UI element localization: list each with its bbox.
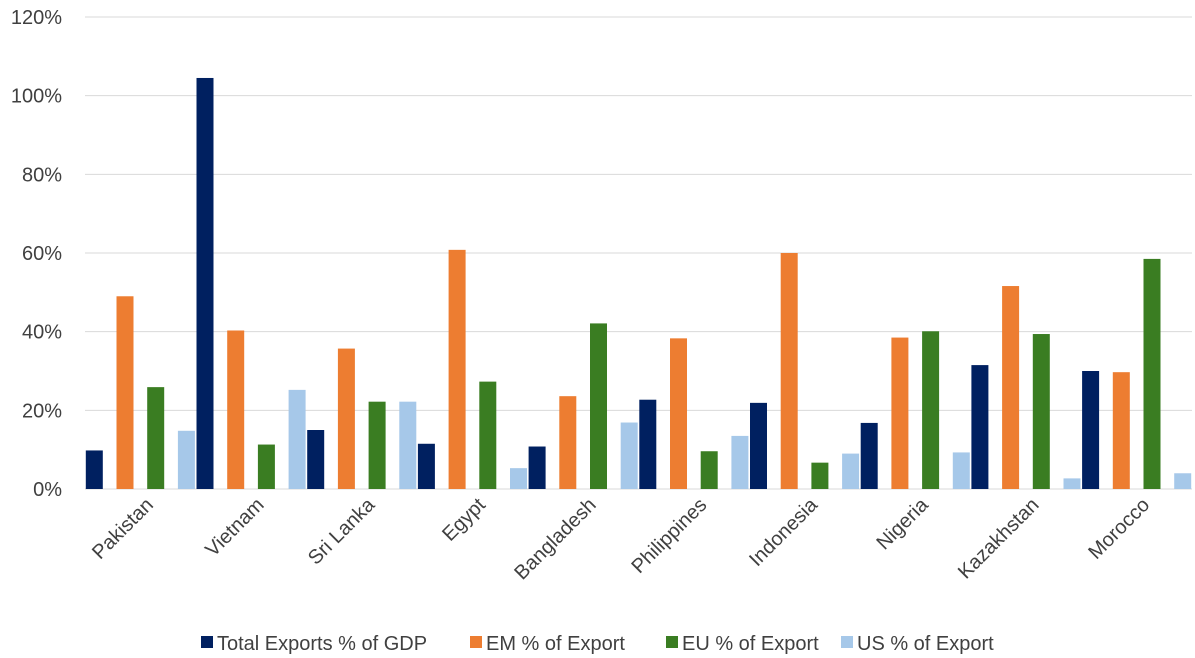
bar-em-of-export-morocco — [1112, 372, 1130, 489]
bar-total-exports-of-gdp-bangladesh — [528, 446, 546, 489]
bar-em-of-export-nigeria — [891, 337, 909, 489]
bar-total-exports-of-gdp-nigeria — [860, 422, 878, 489]
bar-total-exports-of-gdp-morocco — [1082, 371, 1100, 489]
bar-total-exports-of-gdp-kazakhstan — [971, 365, 989, 489]
bar-total-exports-of-gdp-egypt — [417, 443, 435, 489]
bar-us-of-export-philippines — [731, 435, 749, 489]
bar-us-of-export-nigeria — [952, 452, 970, 489]
bar-eu-of-export-bangladesh — [590, 323, 607, 489]
bar-em-of-export-bangladesh — [559, 396, 577, 489]
bar-eu-of-export-indonesia — [811, 462, 829, 489]
legend-label: EU % of Export — [682, 633, 819, 655]
legend-label: Total Exports % of GDP — [217, 633, 427, 655]
bar-em-of-export-egypt — [448, 249, 466, 489]
x-category-label: Egypt — [438, 494, 490, 546]
bar-us-of-export-kazakhstan — [1063, 478, 1081, 489]
bar-eu-of-export-pakistan — [147, 387, 165, 489]
bar-us-of-export-morocco — [1174, 473, 1192, 489]
x-category-label: Sri Lanka — [304, 493, 380, 569]
bar-eu-of-export-sri-lanka — [368, 401, 386, 489]
x-category-label: Morocco — [1084, 494, 1154, 564]
bar-eu-of-export-nigeria — [922, 331, 940, 489]
bar-total-exports-of-gdp-vietnam — [196, 77, 214, 489]
x-category-label: Indonesia — [745, 493, 823, 571]
bar-eu-of-export-morocco — [1143, 258, 1161, 489]
legend-swatch — [666, 636, 678, 648]
bar-us-of-export-pakistan — [177, 430, 195, 489]
y-tick-label: 120% — [11, 7, 62, 29]
x-category-label: Bangladesh — [510, 494, 600, 584]
y-tick-label: 20% — [22, 400, 62, 422]
x-category-label: Philippines — [627, 494, 711, 578]
bar-us-of-export-bangladesh — [620, 422, 638, 489]
x-axis-category-labels: Pakistan Vietnam Sri Lanka Egypt Bangladesh P… — [88, 493, 1154, 584]
bar-us-of-export-indonesia — [842, 453, 860, 489]
y-tick-label: 100% — [11, 86, 62, 108]
x-category-label: Pakistan — [88, 494, 158, 564]
legend-label: US % of Export — [857, 633, 994, 655]
bar-em-of-export-pakistan — [116, 296, 134, 489]
legend-item: Total Exports % of GDP — [201, 633, 427, 655]
legend-item: EM % of Export — [470, 633, 625, 655]
bar-total-exports-of-gdp-philippines — [639, 399, 657, 489]
x-category-label: Kazakhstan — [954, 494, 1043, 583]
bar-eu-of-export-philippines — [700, 451, 718, 489]
x-category-label: Nigeria — [872, 493, 933, 554]
bar-eu-of-export-egypt — [479, 381, 497, 489]
y-tick-label: 80% — [22, 164, 62, 186]
bar-total-exports-of-gdp-pakistan — [85, 450, 103, 489]
legend-item: US % of Export — [841, 633, 994, 655]
bars — [85, 77, 1192, 489]
bar-em-of-export-sri-lanka — [337, 348, 355, 489]
bar-us-of-export-vietnam — [288, 389, 306, 489]
legend-swatch — [470, 636, 482, 648]
grid-lines — [85, 16, 1192, 490]
bar-em-of-export-indonesia — [780, 253, 798, 489]
bar-em-of-export-kazakhstan — [1002, 286, 1020, 489]
legend-swatch — [201, 636, 213, 648]
y-tick-label: 40% — [22, 322, 62, 344]
x-category-label: Vietnam — [201, 494, 268, 561]
legend-swatch — [841, 636, 853, 648]
legend-label: EM % of Export — [486, 633, 625, 655]
bar-total-exports-of-gdp-sri-lanka — [307, 430, 325, 489]
legend: Total Exports % of GDP EM % of Export EU %… — [201, 633, 994, 655]
y-axis-tick-labels: 0% 20% 40% 60% 80% 100% 120% — [11, 7, 62, 501]
bar-em-of-export-philippines — [670, 338, 687, 489]
bar-total-exports-of-gdp-indonesia — [750, 402, 767, 489]
y-tick-label: 0% — [33, 479, 62, 501]
y-tick-label: 60% — [22, 243, 62, 265]
bar-us-of-export-sri-lanka — [399, 401, 417, 489]
bar-em-of-export-vietnam — [227, 330, 245, 489]
bar-eu-of-export-vietnam — [257, 444, 275, 489]
legend-item: EU % of Export — [666, 633, 819, 655]
bar-eu-of-export-kazakhstan — [1032, 334, 1050, 489]
bar-us-of-export-egypt — [510, 468, 527, 489]
